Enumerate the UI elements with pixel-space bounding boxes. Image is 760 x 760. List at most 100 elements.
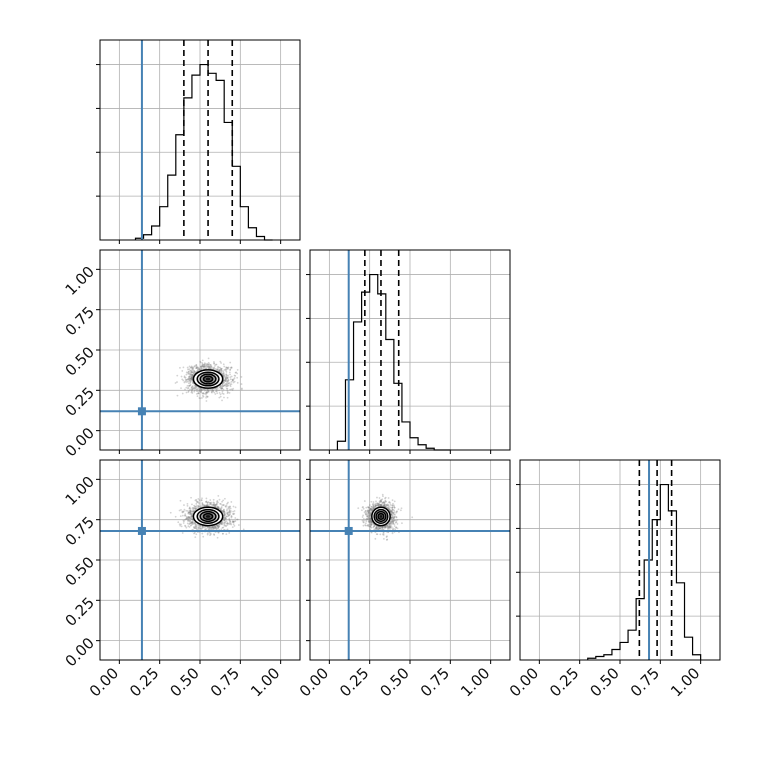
sample-point [213, 504, 216, 506]
sample-point [226, 513, 229, 516]
sample-point [191, 517, 194, 520]
sample-point [213, 361, 215, 363]
sample-point [369, 507, 371, 510]
sample-point [185, 515, 188, 518]
sample-point [222, 514, 225, 516]
sample-point [224, 377, 227, 380]
sample-point [392, 521, 394, 523]
sample-point [390, 510, 393, 513]
sample-point [191, 380, 194, 383]
sample-point [194, 387, 197, 390]
sample-point [177, 521, 180, 524]
sample-point [192, 372, 195, 375]
sample-point [226, 383, 229, 386]
sample-point [207, 365, 210, 368]
sample-point [397, 508, 400, 511]
sample-point [188, 516, 191, 519]
sample-point [204, 365, 207, 367]
sample-point [191, 521, 193, 524]
sample-point [225, 522, 228, 525]
sample-point [195, 523, 198, 526]
sample-point [386, 535, 388, 538]
sample-point [393, 511, 396, 513]
sample-point [388, 525, 391, 528]
sample-point [219, 366, 222, 369]
sample-point [383, 501, 386, 504]
sample-point [367, 518, 369, 520]
sample-point [224, 383, 227, 386]
sample-point [195, 505, 198, 507]
sample-point [233, 374, 236, 377]
sample-point [190, 370, 193, 373]
sample-point [368, 509, 370, 512]
sample-point [223, 524, 226, 527]
sample-point [371, 509, 373, 512]
sample-point [191, 523, 194, 526]
sample-point [227, 379, 230, 382]
sample-point [190, 496, 192, 499]
y-tick-label: 1.00 [62, 263, 98, 299]
sample-point [373, 506, 375, 509]
sample-point [200, 391, 203, 393]
sample-point [184, 525, 187, 528]
sample-point [222, 518, 225, 521]
sample-point [361, 519, 364, 522]
sample-point [196, 367, 199, 370]
sample-point [194, 508, 197, 511]
sample-point [380, 500, 383, 503]
sample-point [388, 522, 391, 525]
sample-point [217, 365, 219, 368]
sample-point [224, 516, 227, 519]
sample-point [193, 370, 195, 372]
sample-point [223, 373, 226, 376]
sample-point [195, 386, 197, 389]
sample-point [221, 504, 224, 506]
sample-point [381, 498, 384, 501]
sample-point [219, 507, 222, 510]
sample-point [378, 502, 380, 505]
sample-point [367, 506, 370, 509]
sample-point [225, 373, 228, 376]
sample-point [187, 372, 190, 375]
sample-point [380, 503, 382, 506]
sample-point [368, 509, 371, 512]
sample-point [364, 513, 367, 516]
sample-point [369, 518, 372, 520]
sample-point [197, 528, 200, 531]
sample-point [377, 504, 380, 507]
sample-point [369, 512, 372, 515]
sample-point [191, 370, 193, 372]
sample-point [214, 525, 217, 527]
sample-point [223, 518, 226, 521]
sample-point [217, 531, 220, 534]
sample-point [390, 517, 393, 519]
sample-point [179, 499, 182, 502]
sample-point [205, 528, 208, 530]
sample-point [191, 390, 193, 392]
sample-point [393, 523, 396, 526]
sample-point [190, 512, 192, 515]
sample-point [186, 378, 189, 381]
sample-point [212, 498, 215, 501]
sample-point [213, 365, 216, 367]
sample-point [217, 527, 220, 529]
sample-point [222, 510, 225, 513]
sample-point [201, 368, 204, 371]
sample-point [193, 504, 196, 507]
sample-point [374, 537, 377, 540]
sample-point [370, 526, 373, 529]
x-tick-label: 0.00 [506, 664, 542, 700]
sample-point [395, 516, 398, 518]
sample-point [195, 393, 198, 395]
sample-point [214, 368, 217, 370]
sample-point [229, 511, 232, 514]
sample-point [392, 521, 395, 524]
sample-point [185, 381, 188, 383]
x-tick-label: 0.75 [207, 664, 243, 700]
sample-point [204, 528, 207, 531]
sample-point [241, 387, 243, 390]
sample-point [363, 519, 365, 522]
sample-point [218, 369, 221, 372]
sample-point [391, 506, 394, 509]
